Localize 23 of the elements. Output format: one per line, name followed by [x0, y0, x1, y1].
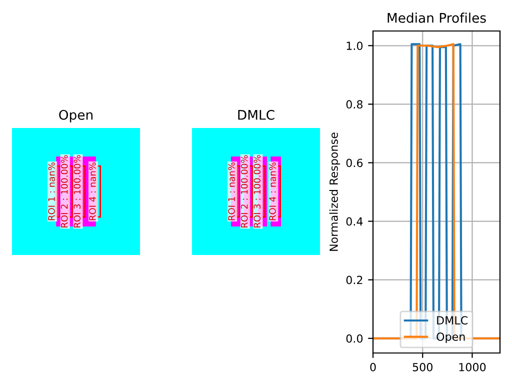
- text: DMLC: [238, 110, 274, 120]
- text: ROI 1 : nan%: [48, 162, 55, 220]
- text: ROI 3 : 100.00%: [254, 155, 261, 228]
- x-tick-label: 500: [412, 362, 432, 372]
- text: ROI 4 : nan%: [89, 162, 96, 220]
- chart-title: Median Profiles: [388, 12, 486, 23]
- text: ROI 1 : nan%: [228, 162, 235, 220]
- y-axis-title: Normalized Response: [329, 132, 340, 251]
- y-tick-label: 1.0: [346, 42, 363, 50]
- text: ROI 2 : 100.00%: [240, 155, 248, 228]
- x-tick-label: 1000: [459, 362, 486, 372]
- x-tick-label: 0: [370, 362, 376, 372]
- text: Open: [59, 110, 92, 122]
- y-tick-label: 0.6: [346, 158, 363, 168]
- y-tick-label: 0.0: [346, 334, 363, 343]
- legend-label: Open: [436, 332, 465, 343]
- text: ROI 3 : 100.00%: [74, 155, 81, 228]
- y-tick-label: 0.8: [346, 100, 363, 109]
- y-tick-label: 0.2: [346, 276, 362, 284]
- text: ROI 4 : nan%: [269, 162, 276, 220]
- y-tick-label: 0.4: [346, 217, 363, 226]
- text: ROI 2 : 100.00%: [60, 155, 68, 228]
- legend-label: DMLC: [437, 316, 468, 325]
